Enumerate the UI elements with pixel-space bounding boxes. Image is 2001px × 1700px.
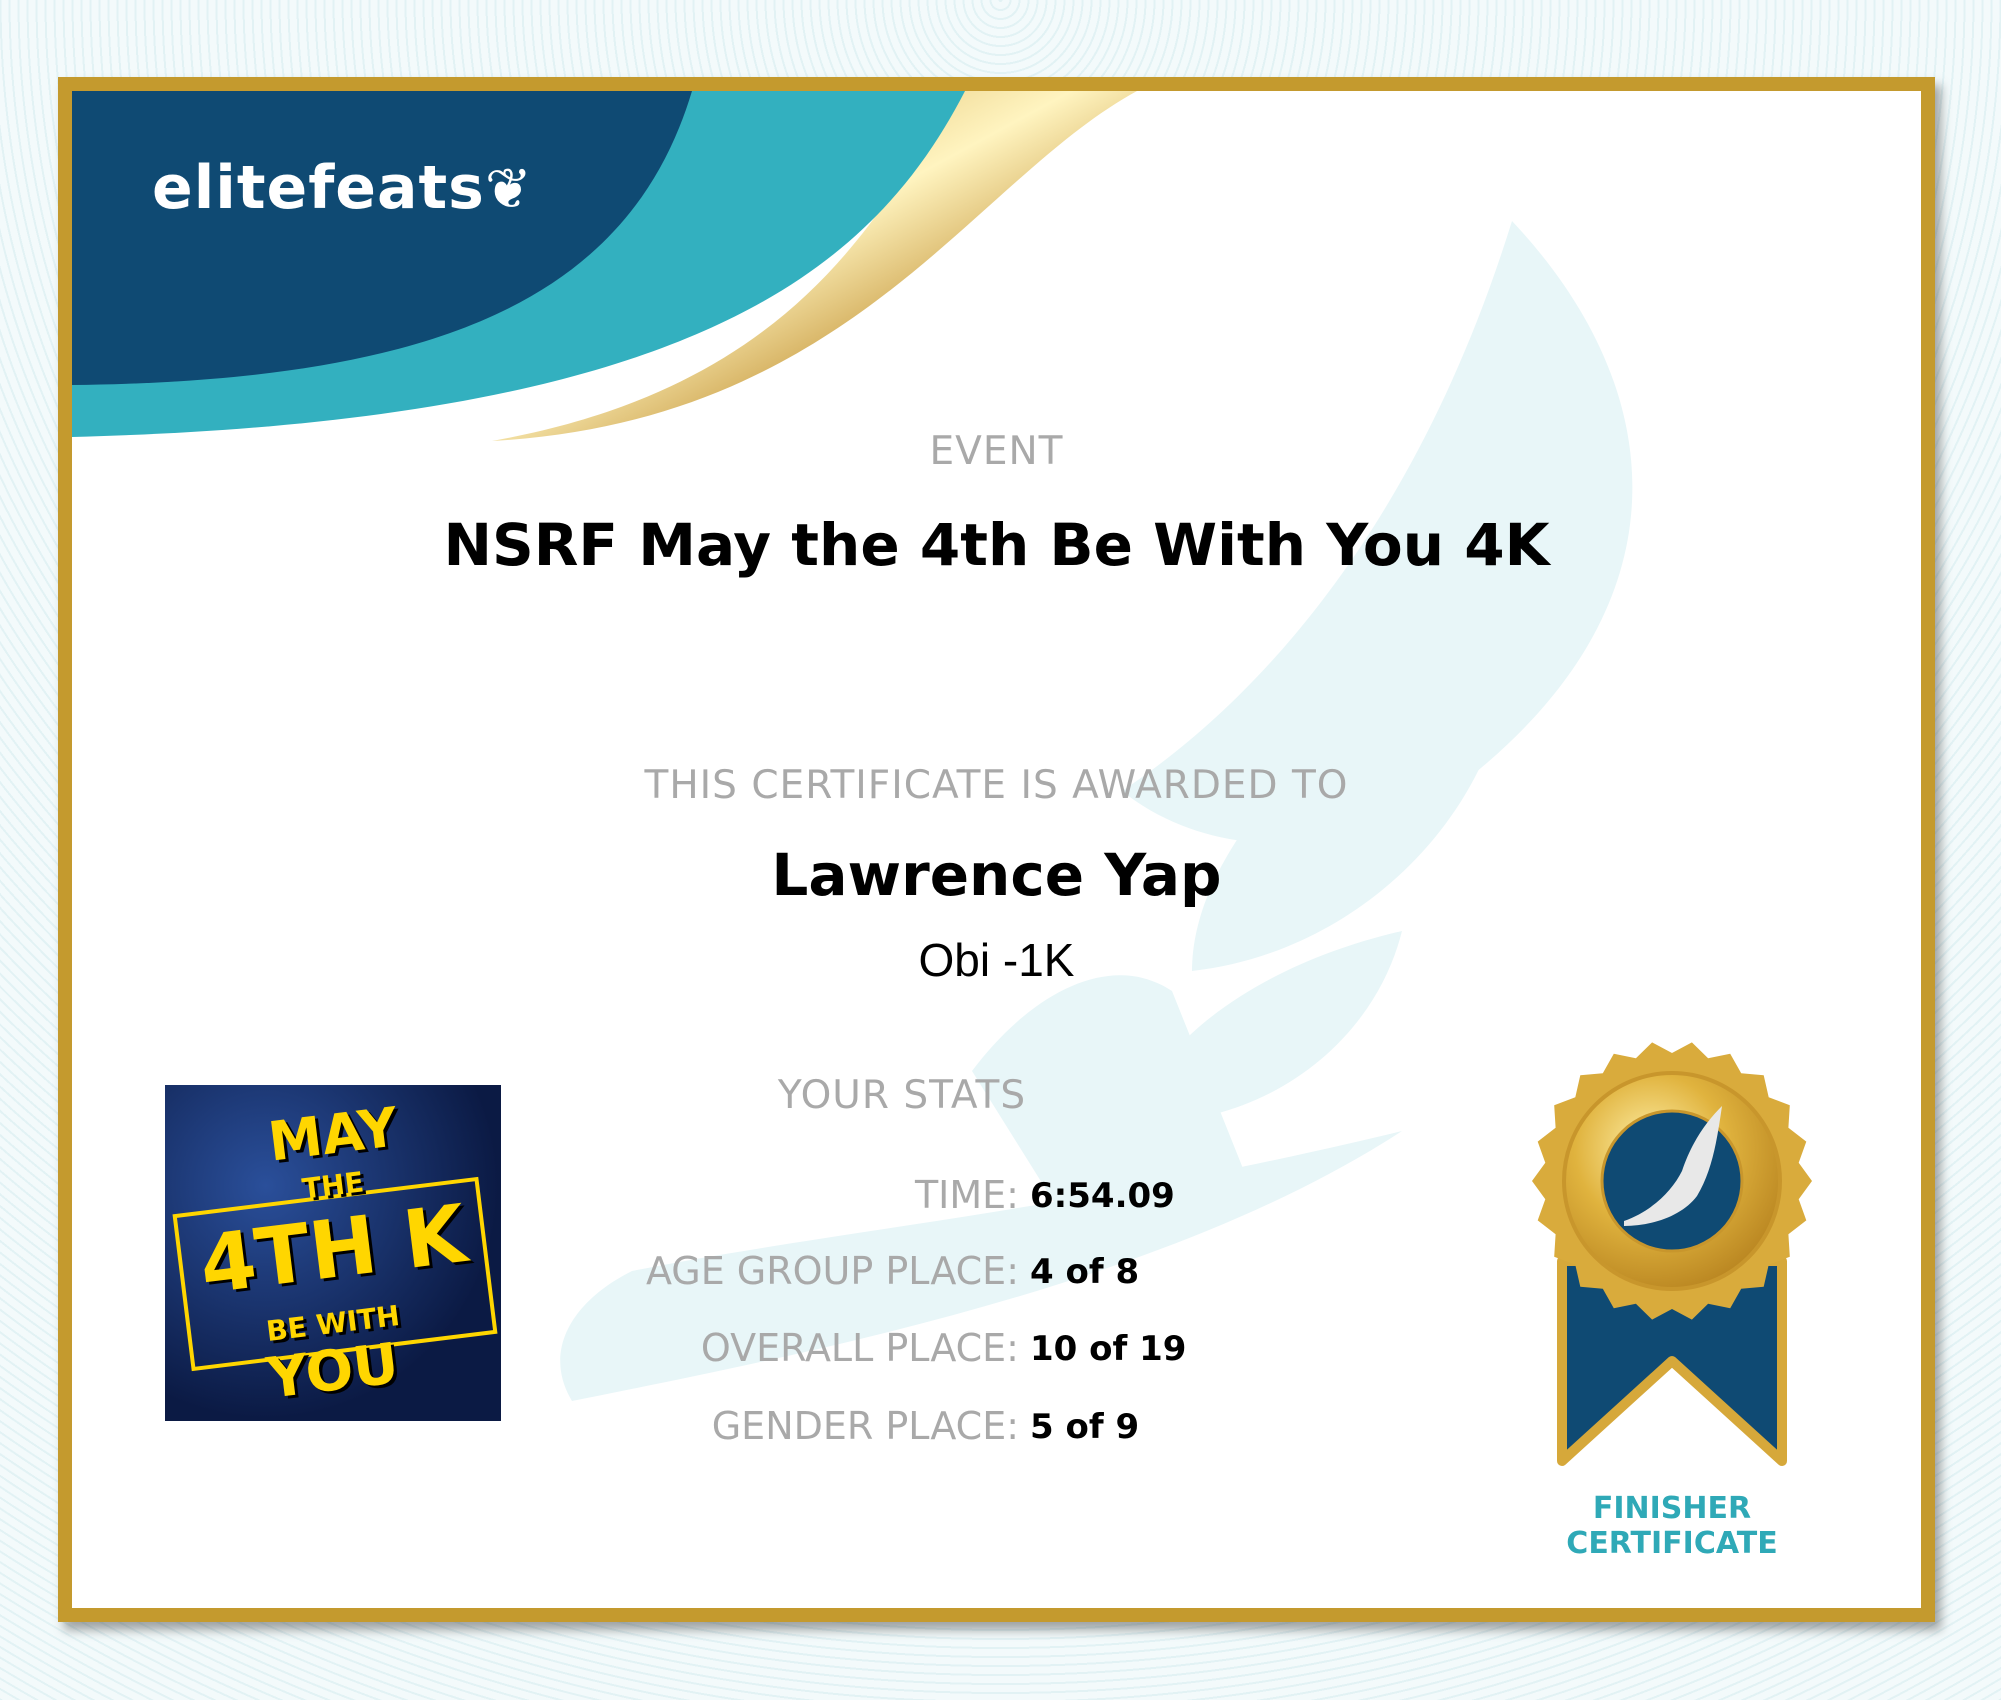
stat-row-age-group: AGE GROUP PLACE: 4 of 8: [72, 1249, 1921, 1299]
finisher-label: FINISHER: [1592, 1491, 1752, 1526]
division-name: Obi -1K: [918, 934, 1075, 986]
finisher-medal: 2023: [1532, 1042, 1812, 1466]
logo-text: elitefeats: [152, 153, 485, 223]
medal-year: 2023: [1627, 1405, 1716, 1443]
event-poster-image: MAY THE 4TH K BE WITH YOU: [165, 1085, 501, 1421]
stat-label: OVERALL PLACE:: [700, 1326, 1019, 1370]
stat-label: AGE GROUP PLACE:: [645, 1249, 1019, 1293]
stat-value: 5 of 9: [1030, 1407, 1140, 1447]
stat-value: 6:54.09: [1030, 1176, 1175, 1216]
stat-row-time: TIME: 6:54.09: [72, 1173, 1921, 1223]
header-swoosh: [72, 91, 1633, 1401]
event-title: NSRF May the 4th Be With You 4K: [443, 511, 1550, 579]
stat-label: GENDER PLACE:: [711, 1404, 1019, 1448]
stat-value: 10 of 19: [1030, 1329, 1187, 1369]
certificate: elitefeats❦ EVENT NSRF May the 4th Be Wi…: [58, 77, 1935, 1622]
stat-row-overall: OVERALL PLACE: 10 of 19: [72, 1326, 1921, 1376]
awarded-to-label: THIS CERTIFICATE IS AWARDED TO: [644, 763, 1349, 808]
event-label: EVENT: [929, 429, 1064, 474]
stats-label: YOUR STATS: [777, 1073, 1027, 1118]
stat-row-gender: GENDER PLACE: 5 of 9: [72, 1404, 1921, 1454]
elitefeats-logo: elitefeats❦: [152, 153, 533, 223]
recipient-name: Lawrence Yap: [771, 841, 1222, 909]
winged-foot-icon: [1624, 1106, 1722, 1226]
watermark-winged-foot-icon: [560, 221, 1633, 1401]
stat-value: 4 of 8: [1030, 1252, 1140, 1292]
certificate-label: CERTIFICATE: [1566, 1526, 1778, 1561]
stat-label: TIME:: [914, 1173, 1019, 1217]
winged-foot-icon: ❦: [484, 157, 533, 222]
